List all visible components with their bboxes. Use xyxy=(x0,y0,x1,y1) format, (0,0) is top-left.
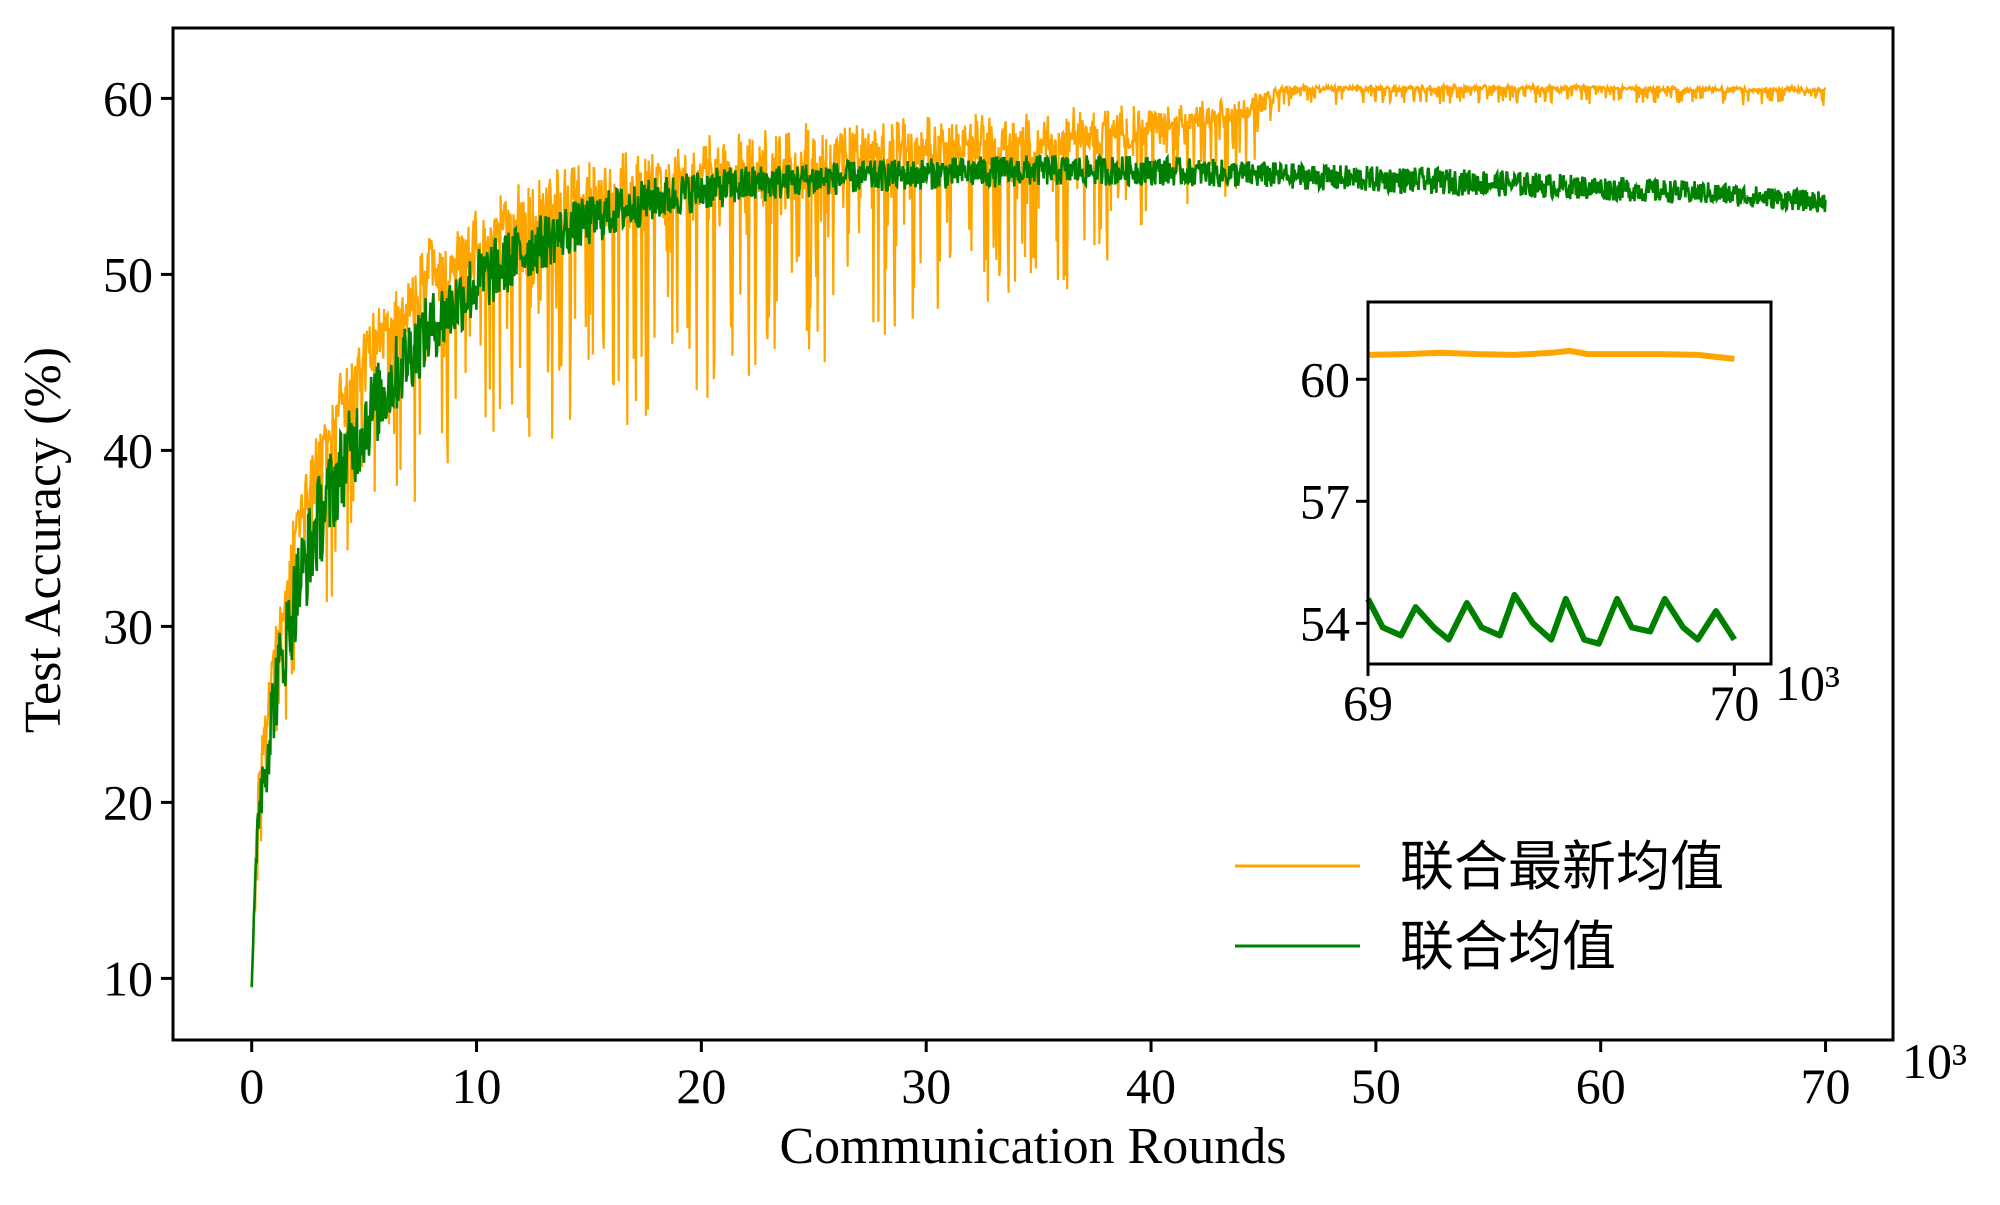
y-tick-label: 60 xyxy=(103,70,153,126)
x-tick-label: 40 xyxy=(1126,1058,1176,1114)
series-line-orange xyxy=(250,80,1827,988)
legend-label-green: 联合均值 xyxy=(1400,915,1616,978)
inset-series-line-green xyxy=(1365,591,1737,647)
legend-label-orange: 联合最新均值 xyxy=(1400,835,1724,898)
main-x-axis: 0 10 20 30 40 50 60 70 xyxy=(239,1040,1851,1114)
inset-plot-area xyxy=(1365,347,1737,647)
x-tick-label: 30 xyxy=(901,1058,951,1114)
inset-y-tick-label: 57 xyxy=(1300,473,1350,529)
inset-x-axis: 69 70 xyxy=(1343,664,1759,731)
y-tick-label: 40 xyxy=(103,422,153,478)
y-tick-label: 20 xyxy=(103,774,153,830)
x-axis-title: Communication Rounds xyxy=(780,1118,1287,1175)
y-tick-label: 10 xyxy=(103,950,153,1006)
main-plot-frame xyxy=(171,26,1895,1042)
y-tick-label: 30 xyxy=(103,598,153,654)
y-axis-title: Test Accuracy (%) xyxy=(15,347,72,733)
x-tick-label: 20 xyxy=(676,1058,726,1114)
inset-y-tick-label: 54 xyxy=(1300,595,1350,651)
inset-series-line-orange xyxy=(1367,347,1735,362)
series-line-green xyxy=(250,153,1827,988)
x-tick-label: 60 xyxy=(1576,1058,1626,1114)
inset-x-multiplier-label: 10³ xyxy=(1775,655,1840,711)
x-tick-label: 50 xyxy=(1351,1058,1401,1114)
main-y-axis: 10 20 30 40 50 60 xyxy=(103,70,173,1006)
inset-y-tick-label: 60 xyxy=(1300,351,1350,407)
inset-x-tick-label: 70 xyxy=(1709,675,1759,731)
inset-y-axis: 54 57 60 xyxy=(1300,351,1368,651)
y-tick-label: 50 xyxy=(103,246,153,302)
inset-x-tick-label: 69 xyxy=(1343,675,1393,731)
inset-plot-frame xyxy=(1366,300,1773,666)
x-multiplier-label: 10³ xyxy=(1902,1033,1967,1089)
main-plot-area xyxy=(250,80,1827,988)
x-tick-label: 10 xyxy=(452,1058,502,1114)
legend: 联合最新均值 联合均值 xyxy=(1235,835,1724,978)
x-tick-label: 0 xyxy=(239,1058,264,1114)
x-tick-label: 70 xyxy=(1801,1058,1851,1114)
